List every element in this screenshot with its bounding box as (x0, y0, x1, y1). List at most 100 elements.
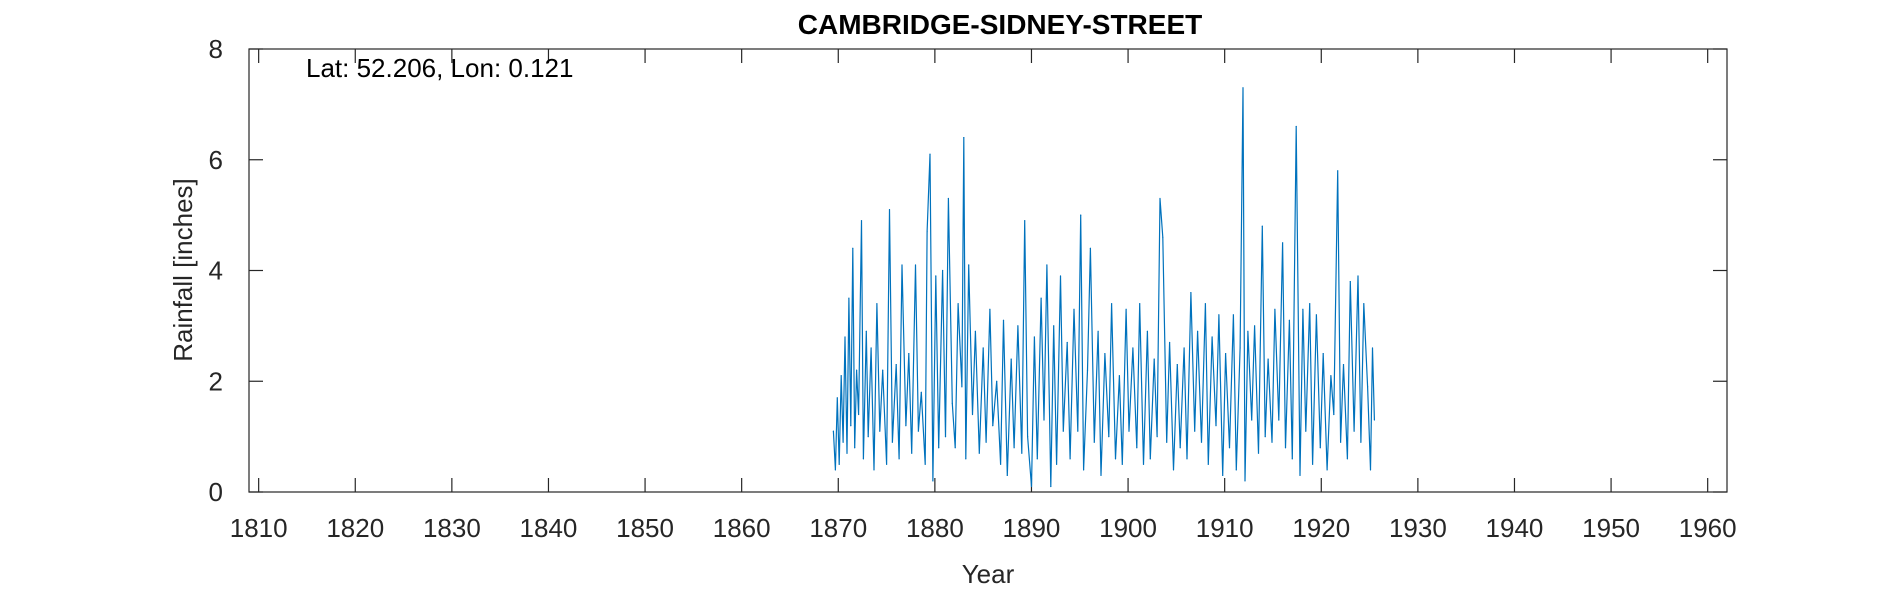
data-point (944, 436, 947, 438)
data-point (901, 264, 903, 266)
data-point (888, 209, 891, 211)
data-point (1330, 375, 1332, 377)
data-point (1033, 336, 1035, 338)
data-point (1132, 347, 1134, 349)
data-point (1200, 441, 1203, 443)
data-point (1251, 419, 1253, 421)
data-point (1146, 330, 1148, 332)
data-point (1346, 458, 1348, 460)
data-point (992, 425, 994, 427)
data-point (1309, 303, 1311, 305)
data-point (1333, 413, 1335, 416)
data-point (1128, 430, 1130, 432)
data-point (982, 347, 984, 349)
data-point (978, 452, 980, 454)
data-point (1194, 430, 1196, 432)
x-tick-label: 1920 (1292, 513, 1350, 543)
rainfall-series-points (832, 87, 1375, 488)
data-point (1114, 458, 1117, 460)
data-point (1271, 441, 1273, 443)
data-point (1295, 125, 1297, 128)
data-point (929, 153, 931, 155)
x-tick-label: 1810 (230, 513, 288, 543)
x-tick-label: 1860 (713, 513, 771, 543)
data-point (873, 469, 875, 471)
data-point (1340, 441, 1342, 443)
data-point (1153, 358, 1155, 360)
data-point (891, 441, 894, 443)
data-point (1162, 236, 1164, 238)
data-point (1342, 364, 1345, 366)
data-point (1172, 469, 1175, 471)
data-point (1036, 458, 1038, 460)
data-point (1069, 458, 1071, 460)
data-point (1059, 275, 1062, 277)
data-point (911, 452, 913, 454)
data-point (920, 391, 922, 393)
data-point (1353, 430, 1355, 432)
x-tick-label: 1930 (1389, 513, 1447, 543)
data-point (862, 458, 865, 460)
data-point (1322, 353, 1324, 355)
data-point (1274, 308, 1276, 310)
data-point (898, 458, 900, 460)
data-point (832, 430, 835, 432)
data-point (917, 430, 920, 432)
y-tick-label: 2 (209, 366, 223, 396)
data-point (1100, 474, 1102, 476)
data-point (1002, 319, 1005, 321)
data-point (1360, 441, 1362, 443)
data-point (860, 220, 863, 222)
data-point (846, 452, 848, 454)
data-point (882, 369, 884, 371)
data-point (1040, 297, 1042, 299)
x-tick-label: 1890 (1003, 513, 1061, 543)
data-point (1218, 314, 1220, 316)
data-point (971, 413, 974, 416)
x-tick-label: 1900 (1099, 513, 1157, 543)
x-tick-label: 1950 (1582, 513, 1640, 543)
data-point (1050, 485, 1052, 488)
data-point (1083, 469, 1085, 471)
data-point (1121, 463, 1123, 465)
y-tick-label: 6 (209, 145, 223, 175)
data-point (848, 297, 850, 299)
data-point (985, 441, 987, 443)
data-point (1136, 447, 1138, 449)
data-point (1149, 458, 1151, 460)
data-point (954, 447, 956, 449)
data-point (1278, 419, 1280, 421)
data-point (965, 458, 967, 460)
data-point (1139, 303, 1141, 305)
y-tick-label: 0 (209, 477, 223, 507)
data-point (935, 275, 937, 277)
data-point (1204, 303, 1206, 305)
data-point (1264, 436, 1266, 438)
data-point (1244, 480, 1246, 482)
data-point (1284, 447, 1287, 449)
data-point (1142, 463, 1145, 465)
x-axis: 1810 1820 1830 1840 1850 1860 1870 1880 1890 1900… (230, 49, 1737, 543)
data-point (1228, 447, 1231, 449)
chart-title: CAMBRIDGE-SIDNEY-STREET (798, 9, 1202, 40)
data-point (867, 436, 869, 438)
data-point (1006, 474, 1008, 476)
data-point (1013, 447, 1015, 449)
data-point (1315, 314, 1317, 316)
x-axis-title: Year (962, 559, 1015, 589)
data-point (1125, 308, 1127, 310)
data-point (852, 247, 854, 249)
data-point (856, 369, 858, 371)
data-point (1056, 463, 1058, 465)
data-point (1239, 347, 1241, 349)
data-point (1169, 341, 1171, 344)
data-point (1017, 325, 1019, 327)
data-point (963, 137, 965, 139)
data-point (1302, 308, 1304, 310)
data-point (938, 447, 940, 449)
data-point (1027, 436, 1029, 438)
data-point (844, 336, 846, 338)
data-point (1080, 214, 1082, 216)
data-point (1166, 441, 1168, 443)
data-point (1225, 353, 1227, 355)
